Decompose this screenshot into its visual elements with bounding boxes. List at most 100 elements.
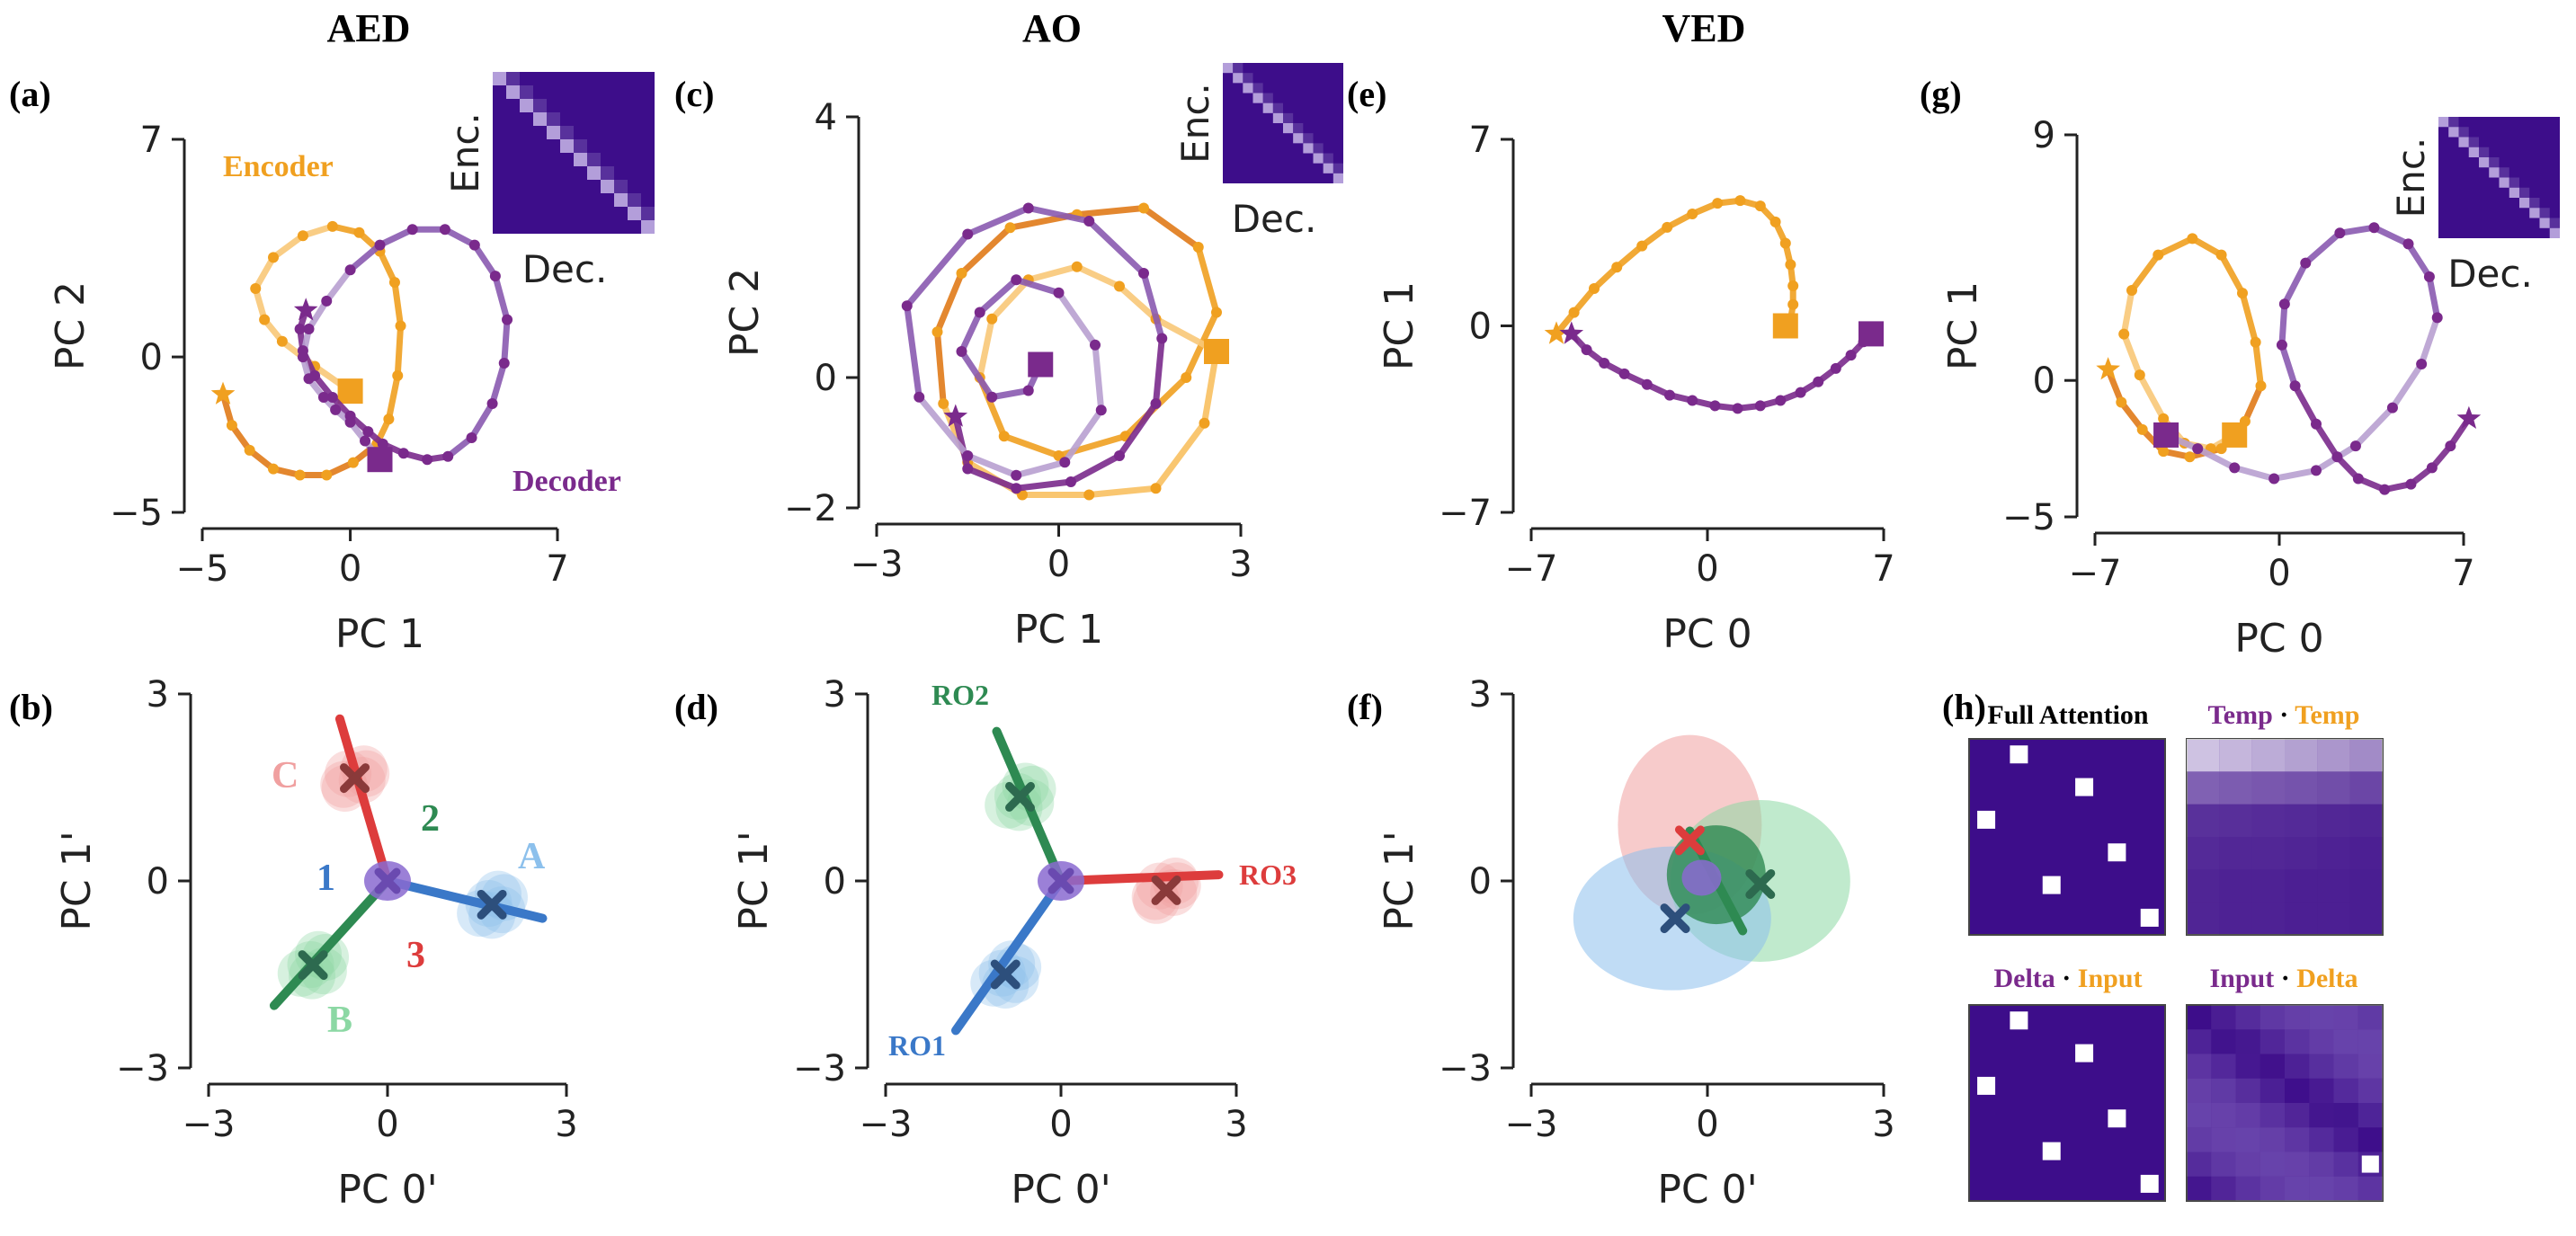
x-tick-label: −5 bbox=[176, 548, 229, 590]
center-x-mark bbox=[1745, 868, 1776, 899]
decoder-segment bbox=[2270, 467, 2320, 482]
encoder-segment bbox=[270, 232, 307, 261]
encoder-point bbox=[1662, 221, 1673, 233]
decoder-point bbox=[2431, 312, 2443, 324]
decoder-point bbox=[297, 351, 308, 363]
inset-offdiag-cell bbox=[2529, 198, 2540, 209]
y-tick-label: 0 bbox=[2033, 360, 2055, 402]
inset-offdiag-cell bbox=[574, 139, 587, 153]
encoder-point bbox=[1787, 280, 1799, 292]
heatmap-cell bbox=[2333, 1029, 2358, 1054]
encoder-segment bbox=[1116, 283, 1159, 323]
panel-h: Full Attention Temp · Temp Delta · Input… bbox=[1968, 700, 2384, 1202]
heatmap-title-temp-temp: Temp · Temp bbox=[2208, 700, 2360, 730]
heatmap-cell bbox=[2358, 1176, 2383, 1201]
y-tick-label: −5 bbox=[110, 493, 163, 534]
decoder-segment bbox=[2405, 240, 2433, 280]
decoder-point bbox=[1011, 483, 1022, 494]
x-tick-label: 0 bbox=[1049, 1104, 1072, 1145]
x-tick-label: −3 bbox=[851, 544, 904, 585]
heatmap-cell bbox=[2187, 869, 2220, 903]
inset-offdiag-cell bbox=[1272, 102, 1283, 113]
encoder-end-square bbox=[2222, 422, 2248, 448]
legend-decoder-label: Decoder bbox=[513, 465, 621, 498]
heatmap-cell bbox=[2309, 1054, 2334, 1079]
encoder-point bbox=[1199, 417, 1210, 429]
inset-diagonal-cell bbox=[1262, 102, 1273, 113]
decoder-point bbox=[1754, 400, 1766, 412]
inset-diagonal-cell bbox=[2468, 147, 2479, 157]
y-tick-label: 3 bbox=[147, 674, 169, 716]
decoder-segment bbox=[2389, 360, 2425, 412]
panel-b: −3 0 3 3 0 −3 PC 0' PC 1' A B C 1 2 3 bbox=[54, 674, 578, 1213]
heatmap-cell bbox=[2260, 1127, 2285, 1152]
heatmap-bright-cell bbox=[2108, 1109, 2126, 1128]
heatmap-cell bbox=[2235, 1152, 2260, 1177]
y-tick-label: 0 bbox=[824, 861, 846, 903]
decoder-segment bbox=[958, 348, 995, 401]
encoder-point bbox=[294, 469, 306, 481]
encoder-point bbox=[986, 313, 998, 325]
inset-diagonal-cell bbox=[1252, 93, 1263, 103]
encoder-segment bbox=[1074, 263, 1123, 289]
encoder-point bbox=[259, 314, 271, 325]
heatmap-cell bbox=[2358, 1127, 2383, 1152]
origin-blob bbox=[1681, 859, 1722, 896]
inset-diagonal-cell bbox=[2458, 137, 2469, 147]
inset-offdiag-cell bbox=[533, 99, 547, 112]
decoder-point bbox=[2268, 473, 2280, 485]
encoder-point bbox=[931, 326, 943, 338]
decoder-point bbox=[344, 264, 356, 276]
decoder-point bbox=[1053, 287, 1065, 298]
decoder-point bbox=[1022, 385, 1034, 396]
decoder-point bbox=[2192, 443, 2204, 455]
decoder-point bbox=[1830, 362, 1841, 374]
encoder-point bbox=[2134, 369, 2145, 381]
heatmap-cell bbox=[2187, 1152, 2212, 1177]
heatmap-cell bbox=[2333, 1054, 2358, 1079]
encoder-point bbox=[347, 457, 359, 468]
heatmap-cell bbox=[2309, 1078, 2334, 1103]
encoder-segment bbox=[1195, 244, 1220, 316]
encoder-point bbox=[1071, 261, 1083, 272]
readout-label-ro2: RO2 bbox=[931, 679, 989, 711]
inset-diagonal-cell bbox=[1333, 173, 1343, 183]
inset-offdiag-cell bbox=[2468, 137, 2479, 147]
y-tick-label: 9 bbox=[2033, 115, 2055, 156]
heatmap-cell bbox=[2187, 771, 2220, 805]
encoder-point bbox=[388, 277, 400, 289]
heatmap-cell bbox=[2187, 1078, 2212, 1103]
decoder-point bbox=[2331, 451, 2343, 463]
heatmap-cell bbox=[2187, 902, 2220, 935]
heatmap-cell bbox=[2285, 1054, 2310, 1079]
decoder-point bbox=[1732, 403, 1743, 414]
inset-diagonal-cell bbox=[2448, 127, 2459, 138]
encoder-segment bbox=[2188, 235, 2225, 259]
encoder-point bbox=[2184, 451, 2196, 463]
encoder-segment bbox=[1074, 205, 1147, 218]
heatmap-bright-cell bbox=[2140, 1174, 2159, 1193]
heatmap-cell bbox=[2285, 869, 2318, 903]
inset-offdiag-cell bbox=[614, 180, 628, 193]
digit-label-1: 1 bbox=[316, 858, 335, 899]
x-tick-label: −3 bbox=[183, 1104, 236, 1145]
heatmap-cell bbox=[2211, 1054, 2236, 1079]
encoder-point bbox=[956, 268, 967, 279]
inset-offdiag-cell bbox=[560, 126, 574, 139]
decoder-segment bbox=[441, 226, 478, 249]
x-axis-label: PC 0' bbox=[337, 1167, 437, 1213]
encoder-segment bbox=[2117, 399, 2146, 433]
heatmap-cell bbox=[2349, 804, 2383, 837]
encoder-point bbox=[1779, 237, 1791, 249]
decoder-point bbox=[317, 392, 329, 404]
decoder-point bbox=[962, 228, 974, 240]
encoder-point bbox=[1687, 209, 1698, 219]
encoder-point bbox=[2250, 336, 2261, 348]
decoder-point bbox=[303, 373, 315, 385]
heatmap-bright-cell bbox=[2042, 1142, 2061, 1160]
inset-diagonal-cell bbox=[560, 139, 574, 153]
decoder-point bbox=[360, 435, 371, 447]
center-x-mark bbox=[298, 950, 328, 981]
decoder-segment bbox=[988, 387, 1032, 401]
encoder-segment bbox=[1025, 263, 1081, 283]
